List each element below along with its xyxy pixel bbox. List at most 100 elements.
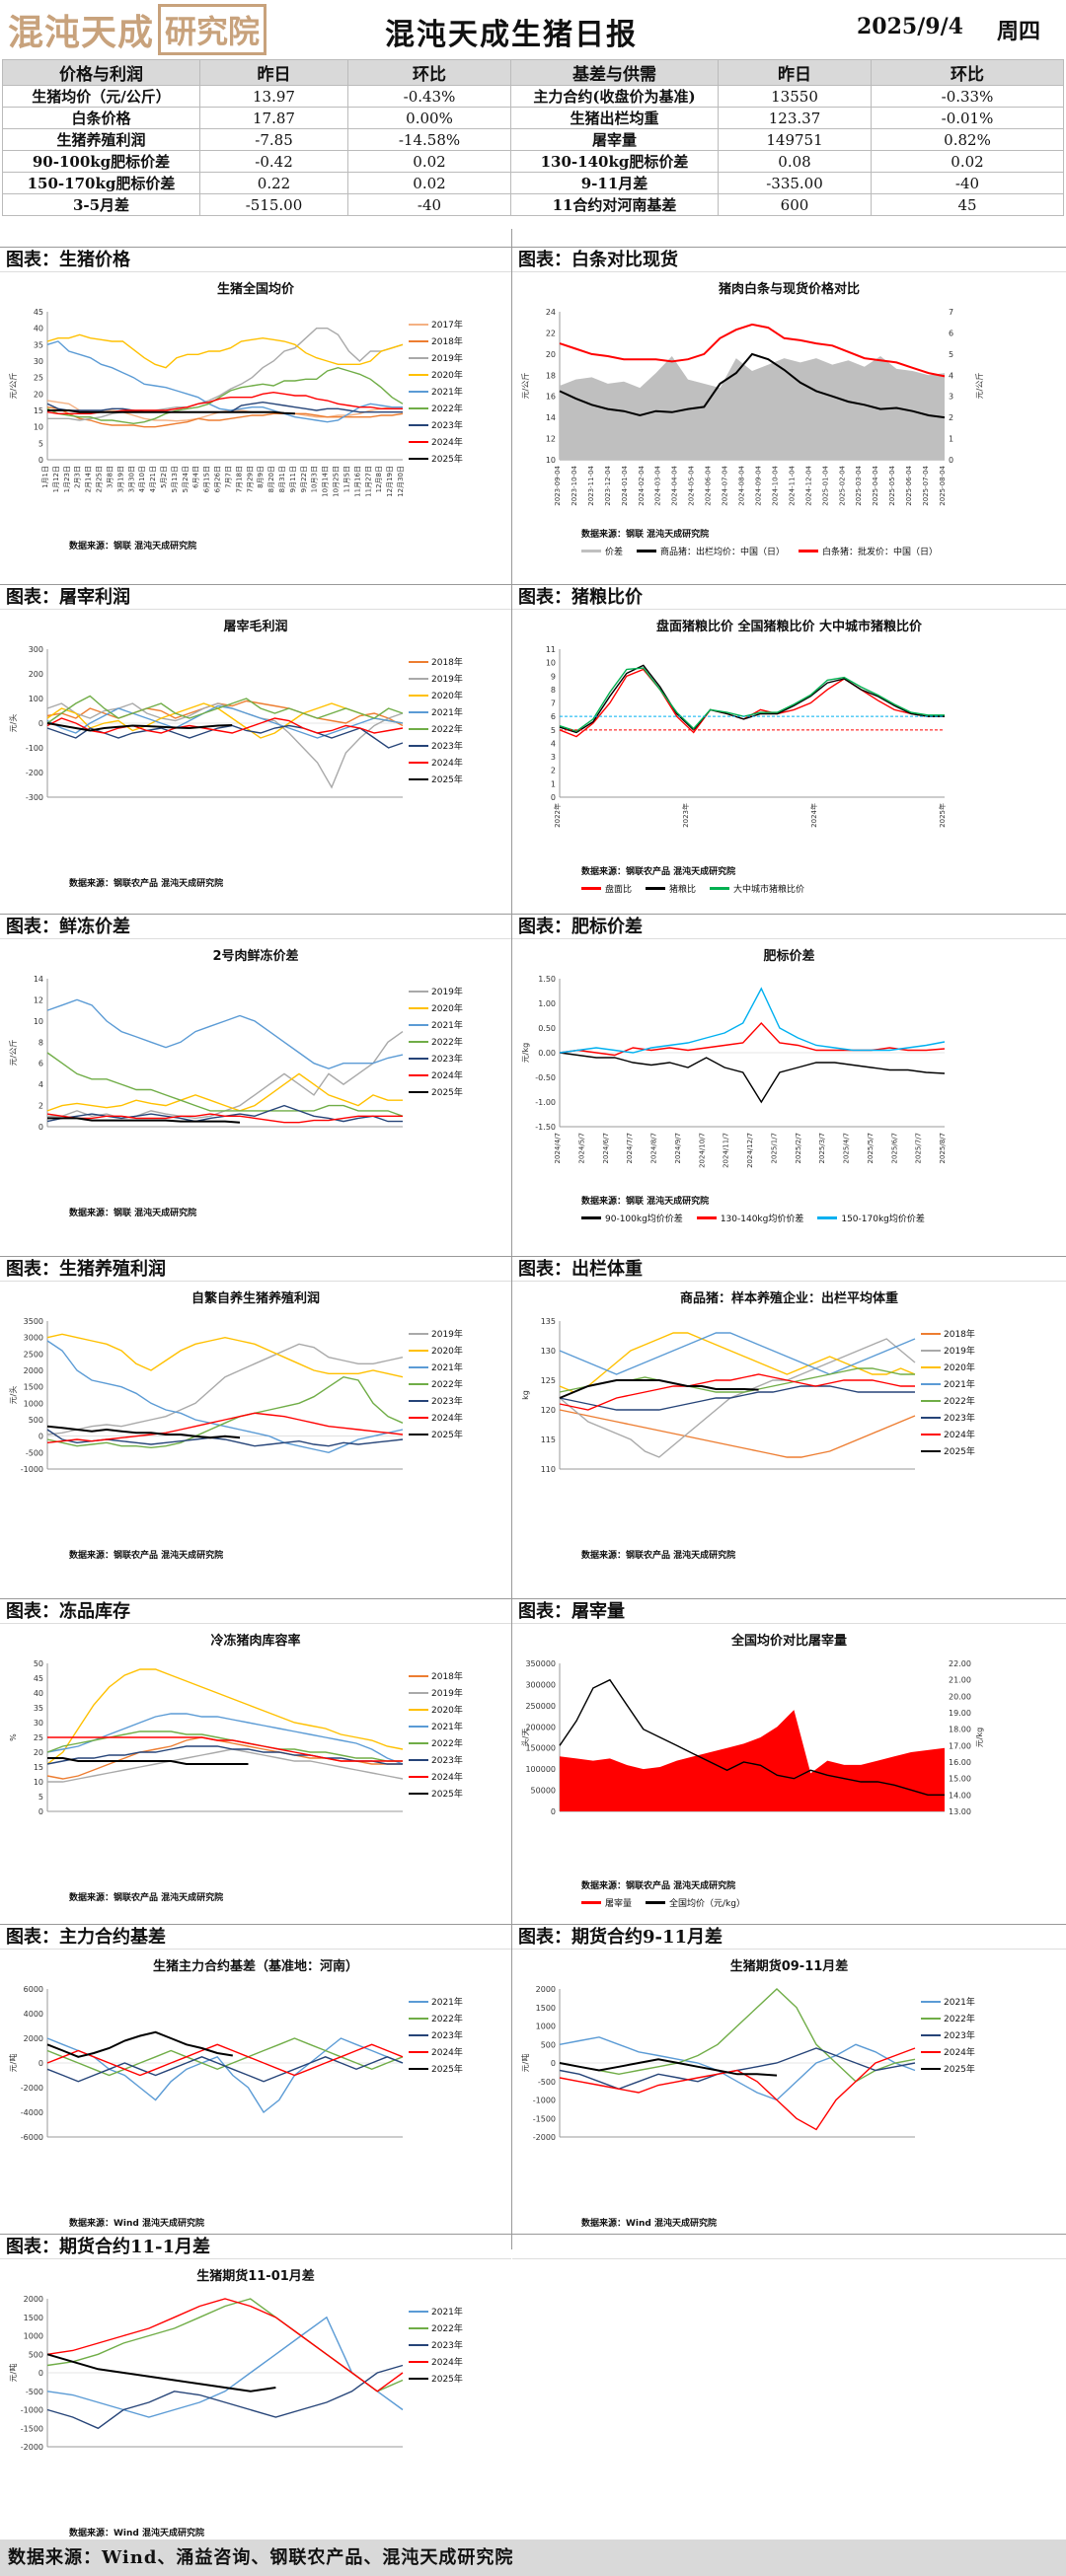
y-tick-label: 3000 bbox=[24, 1334, 43, 1343]
legend-label: 2022年 bbox=[431, 405, 463, 414]
series-line bbox=[46, 340, 403, 423]
y-tick-label: 10 bbox=[34, 1778, 43, 1787]
series-line bbox=[559, 1338, 916, 1458]
legend-swatch bbox=[409, 1433, 428, 1435]
x-tick-label: 2024-02-04 bbox=[638, 465, 646, 505]
row-value: 123.37 bbox=[718, 107, 872, 129]
legend-label: 2025年 bbox=[944, 2065, 975, 2075]
legend-swatch bbox=[921, 1332, 941, 1335]
y-tick-label: -1.00 bbox=[535, 1098, 556, 1107]
legend-label: 2023年 bbox=[431, 2341, 463, 2351]
x-tick-label: 2025/1/7 bbox=[770, 1133, 778, 1163]
legend-label: 90-100kg均价价差 bbox=[605, 1214, 683, 1224]
x-tick-label: 2024/11/7 bbox=[723, 1133, 730, 1168]
legend-label: 2020年 bbox=[431, 1347, 463, 1357]
legend-swatch bbox=[409, 2033, 428, 2036]
col-header: 环比 bbox=[347, 59, 511, 86]
chart-svg: -6000 -4000 -2000 0 2000 4000 6000 元/吨 bbox=[8, 1985, 404, 2142]
y-tick-label: -500 bbox=[26, 2388, 43, 2396]
series-line bbox=[46, 2316, 404, 2418]
chart-legend: 盘面比 猪粮比 大中城市猪粮比价 bbox=[581, 882, 804, 895]
y-tick-label: 12 bbox=[546, 435, 556, 444]
y-tick-label: 2000 bbox=[24, 1366, 43, 1375]
legend-swatch bbox=[921, 2050, 941, 2053]
legend-label: 2019年 bbox=[944, 1347, 975, 1357]
legend-item: 2019年 bbox=[409, 670, 463, 687]
legend-swatch bbox=[581, 550, 601, 552]
legend-item: 2019年 bbox=[409, 1684, 463, 1701]
legend-label: 2024年 bbox=[431, 1773, 463, 1783]
y-tick-label: 0 bbox=[38, 2059, 43, 2068]
chart-section-left: 图表：冻品库存 冷冻猪肉库容率 0 5 10 15 20 25 30 35 40 45 50% 2018年… bbox=[0, 1598, 511, 1924]
legend-item: 全国均价（元/kg） bbox=[646, 1896, 745, 1909]
chart-legend: 90-100kg均价价差 130-140kg均价价差 150-170kg均价价差 bbox=[581, 1212, 925, 1224]
table-row: 150-170kg肥标价差 0.22 0.02 9-11月差 -335.00 -40 bbox=[2, 172, 1064, 194]
legend-item: 2023年 bbox=[409, 416, 463, 433]
x-tick-label: 4月10日 bbox=[138, 466, 146, 492]
table-row: 生猪均价（元/公斤） 13.97 -0.43% 主力合约(收盘价为基准) 13550 -0… bbox=[2, 85, 1064, 108]
series-area bbox=[560, 356, 945, 460]
series-line bbox=[46, 2056, 404, 2083]
legend-swatch bbox=[581, 1901, 601, 1904]
y-tick-label: 24 bbox=[546, 308, 556, 317]
legend-item: 2021年 bbox=[921, 1375, 975, 1392]
row-value: -335.00 bbox=[718, 172, 872, 194]
legend-item: 2017年 bbox=[409, 316, 463, 332]
legend-swatch bbox=[921, 2017, 941, 2020]
chart-legend: 2019年 2020年 2021年 2022年 2023年 2024年 2025年 bbox=[409, 983, 463, 1100]
series-line bbox=[559, 1332, 916, 1393]
y-axis-label: 元/吨 bbox=[8, 2054, 18, 2073]
chart-panel: 猪肉白条与现货价格对比 10 12 14 16 18 20 22 24 0 1 2 3 4 5 6 7 元/公斤元… bbox=[512, 272, 1066, 584]
y-tick-label: 2500 bbox=[24, 1350, 43, 1359]
row-value: -40 bbox=[871, 172, 1064, 194]
legend-label: 2024年 bbox=[431, 1414, 463, 1424]
chart-legend: 2018年 2019年 2020年 2021年 2022年 2023年 2024年 2025年 bbox=[921, 1325, 975, 1459]
series-line bbox=[46, 2030, 233, 2058]
y-tick-label: 2000 bbox=[24, 2295, 43, 2304]
chart-section-right: 图表：出栏体重 商品猪：样本养殖企业：出栏平均体重 110 115 120 125 130 1… bbox=[512, 1256, 1066, 1598]
chart-source: 数据来源：钢联农产品 混沌天成研究院 bbox=[581, 1551, 736, 1561]
chart-section-right: 图表：肥标价差 肥标价差 -1.50 -1.00 -0.50 0.00 0.50 1.00 1.… bbox=[512, 914, 1066, 1256]
y-tick-label: 50000 bbox=[531, 1787, 556, 1796]
legend-item: 2018年 bbox=[409, 1667, 463, 1684]
y-tick-label: 200 bbox=[29, 670, 43, 679]
legend-swatch bbox=[409, 744, 428, 747]
legend-label: 2019年 bbox=[431, 354, 463, 364]
chart-section-left: 图表：鲜冻价差 2号肉鲜冻价差 0 2 4 6 8 10 12 14 元/公斤 2019年 2020年 2… bbox=[0, 914, 511, 1256]
y-tick-label: -500 bbox=[538, 2078, 556, 2087]
chart-title: 全国均价对比屠宰量 bbox=[730, 1634, 847, 1649]
chart-panel: 屠宰毛利润 -300 -200 -100 0 100 200 300 元/头 2018年 2019年… bbox=[0, 610, 511, 914]
series-line bbox=[47, 1117, 241, 1124]
chart-panel: 自繁自养生猪养殖利润 -1000 -500 0 500 1000 1500 2000 2500 3… bbox=[0, 1282, 511, 1598]
y-tick-label: -1000 bbox=[21, 1465, 43, 1474]
y-tick-label: 15 bbox=[34, 1763, 43, 1772]
y2-tick-label: 15.00 bbox=[949, 1775, 971, 1784]
series-line bbox=[559, 2058, 778, 2077]
legend-item: 2021年 bbox=[409, 1993, 463, 2010]
col-header: 环比 bbox=[871, 59, 1064, 86]
legend-item: 2021年 bbox=[409, 703, 463, 720]
legend-label: 2025年 bbox=[944, 1447, 975, 1457]
y2-tick-label: 17.00 bbox=[949, 1741, 971, 1750]
chart-panel: 生猪期货11-01月差 -2000 -1500 -1000 -500 0 500 1000 15… bbox=[0, 2259, 511, 2539]
section-heading: 图表：期货合约9-11月差 bbox=[512, 1924, 1066, 1950]
chart-panel: 盘面猪粮比价 全国猪粮比价 大中城市猪粮比价 0 1 2 3 4 5 6 7 8 9 10 11 2022… bbox=[512, 610, 1066, 914]
legend-item: 2025年 bbox=[409, 1083, 463, 1100]
series-line bbox=[46, 1113, 403, 1124]
series-line bbox=[46, 998, 404, 1069]
x-tick-label: 2023-12-04 bbox=[604, 465, 612, 505]
legend-label: 150-170kg均价价差 bbox=[841, 1214, 925, 1224]
x-tick-label: 2024-03-04 bbox=[654, 465, 662, 505]
x-tick-label: 2023-10-04 bbox=[571, 465, 578, 505]
x-tick-label: 2025/6/7 bbox=[890, 1133, 898, 1163]
y-tick-label: -1000 bbox=[21, 2406, 43, 2415]
legend-swatch bbox=[921, 1399, 941, 1402]
y-tick-label: 0.50 bbox=[538, 1024, 556, 1033]
series-line bbox=[46, 702, 404, 739]
y-tick-label: 120 bbox=[541, 1406, 556, 1415]
legend-item: 2020年 bbox=[409, 687, 463, 703]
x-tick-label: 2024/9/7 bbox=[674, 1133, 682, 1163]
x-tick-label: 2025/5/7 bbox=[867, 1133, 875, 1163]
row-label: 130-140kg肥标价差 bbox=[510, 150, 719, 173]
x-tick-label: 2024-11-04 bbox=[788, 465, 796, 505]
